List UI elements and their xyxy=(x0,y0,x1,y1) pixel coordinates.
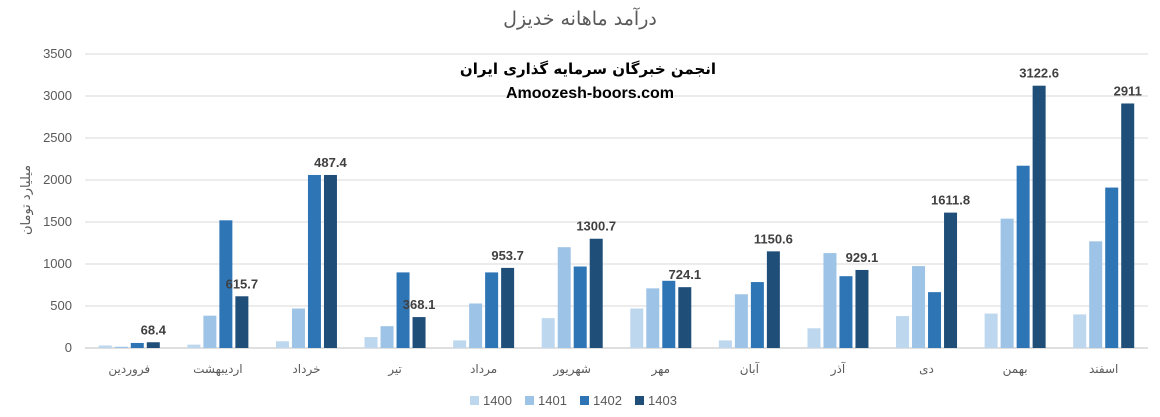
bar xyxy=(1089,241,1103,348)
bar xyxy=(646,288,660,348)
y-tick-label: 3500 xyxy=(43,46,72,61)
bar xyxy=(203,315,217,348)
data-label: 368.1 xyxy=(403,297,436,312)
data-label: 615.7 xyxy=(226,276,259,291)
bar xyxy=(469,303,483,348)
bar xyxy=(630,308,644,348)
legend-swatch xyxy=(580,396,589,405)
bar xyxy=(1000,218,1014,348)
x-category-label: اسفند xyxy=(1089,362,1118,376)
x-category-label: اردیبهشت xyxy=(193,362,242,377)
y-axis-label: میلیارد تومان xyxy=(19,165,34,235)
data-label: 487.4 xyxy=(314,155,347,170)
x-axis-categories: فروردین اردیبهشت خرداد تیر مرداد شهریور مهر آبا… xyxy=(108,361,1118,377)
bar xyxy=(114,346,128,348)
bar xyxy=(855,269,869,348)
legend-swatch xyxy=(635,396,644,405)
data-label: 2911 xyxy=(1114,83,1142,98)
bar xyxy=(766,251,780,348)
x-category-label: شهریور xyxy=(552,362,591,377)
bar xyxy=(235,296,249,348)
bar xyxy=(678,287,692,348)
x-category-label: بهمن xyxy=(1003,362,1028,377)
data-label: 1150.6 xyxy=(754,231,793,246)
legend-label: 1401 xyxy=(538,393,567,408)
bar xyxy=(573,266,587,348)
y-tick-label: 2000 xyxy=(43,172,72,187)
watermark-line2: Amoozesh-boors.com xyxy=(506,85,674,102)
bar xyxy=(1016,165,1030,348)
bar xyxy=(307,174,321,348)
gridlines xyxy=(85,53,1148,349)
watermark-line1: انجمن خبرگان سرمایه گذاری ایران xyxy=(460,60,716,78)
bar xyxy=(146,342,160,348)
bar xyxy=(130,342,144,348)
bar xyxy=(453,340,467,348)
y-tick-label: 1000 xyxy=(43,256,72,271)
legend-swatch xyxy=(470,396,479,405)
y-tick-label: 2500 xyxy=(43,130,72,145)
bars xyxy=(98,85,1135,348)
x-category-label: فروردین xyxy=(108,362,150,377)
y-tick-label: 1500 xyxy=(43,214,72,229)
data-label: 68.4 xyxy=(141,322,167,337)
legend-swatch xyxy=(525,396,534,405)
data-label: 953.7 xyxy=(491,248,524,263)
bar xyxy=(557,247,571,348)
legend-label: 1400 xyxy=(483,393,512,408)
bar xyxy=(98,345,112,348)
bar xyxy=(984,313,998,348)
bar xyxy=(750,282,764,348)
y-axis-ticks: 0 500 1000 1500 2000 2500 3000 3500 xyxy=(43,46,72,355)
bar xyxy=(219,220,233,348)
x-category-label: مهر xyxy=(650,362,670,377)
bar xyxy=(839,276,853,348)
bar xyxy=(323,174,337,348)
bar xyxy=(807,328,821,348)
bar xyxy=(662,280,676,348)
bar xyxy=(501,267,515,348)
data-labels: 68.4 615.7 487.4 368.1 953.7 1300.7 724.1 1150.… xyxy=(141,66,1142,338)
data-label: 3122.6 xyxy=(1019,66,1059,81)
chart-title: درآمد ماهانه خدیزل xyxy=(503,6,657,30)
x-category-label: مرداد xyxy=(470,362,497,377)
bar xyxy=(823,253,837,348)
bar xyxy=(944,212,958,348)
data-label: 929.1 xyxy=(846,250,879,265)
y-tick-label: 0 xyxy=(65,340,72,355)
data-label: 1300.7 xyxy=(576,219,616,234)
x-category-label: خرداد xyxy=(292,362,320,377)
bar xyxy=(589,238,603,348)
data-label: 724.1 xyxy=(669,267,702,282)
bar xyxy=(275,341,289,348)
x-category-label: تیر xyxy=(387,362,402,377)
bar xyxy=(912,266,926,348)
bar xyxy=(291,308,305,348)
x-category-label: آبان xyxy=(740,361,760,376)
bar xyxy=(928,292,942,348)
bar xyxy=(412,317,426,348)
bar xyxy=(1073,314,1087,348)
legend: 1400 1401 1402 1403 xyxy=(470,393,677,408)
data-label: 1611.8 xyxy=(931,193,970,208)
bar xyxy=(485,272,499,348)
bar xyxy=(380,326,394,348)
x-category-label: دی xyxy=(919,362,934,376)
bar xyxy=(896,316,910,348)
bar xyxy=(718,340,732,348)
bar xyxy=(187,344,201,348)
bar xyxy=(396,272,410,348)
y-tick-label: 3000 xyxy=(43,88,72,103)
legend-label: 1403 xyxy=(648,393,677,408)
legend-label: 1402 xyxy=(593,393,622,408)
bar xyxy=(364,337,378,348)
x-category-label: آذر xyxy=(830,361,846,377)
bar xyxy=(1032,85,1046,348)
bar xyxy=(1105,187,1119,348)
bar xyxy=(541,318,555,348)
y-tick-label: 500 xyxy=(50,298,72,313)
bar xyxy=(1121,103,1135,348)
bar xyxy=(734,294,748,348)
